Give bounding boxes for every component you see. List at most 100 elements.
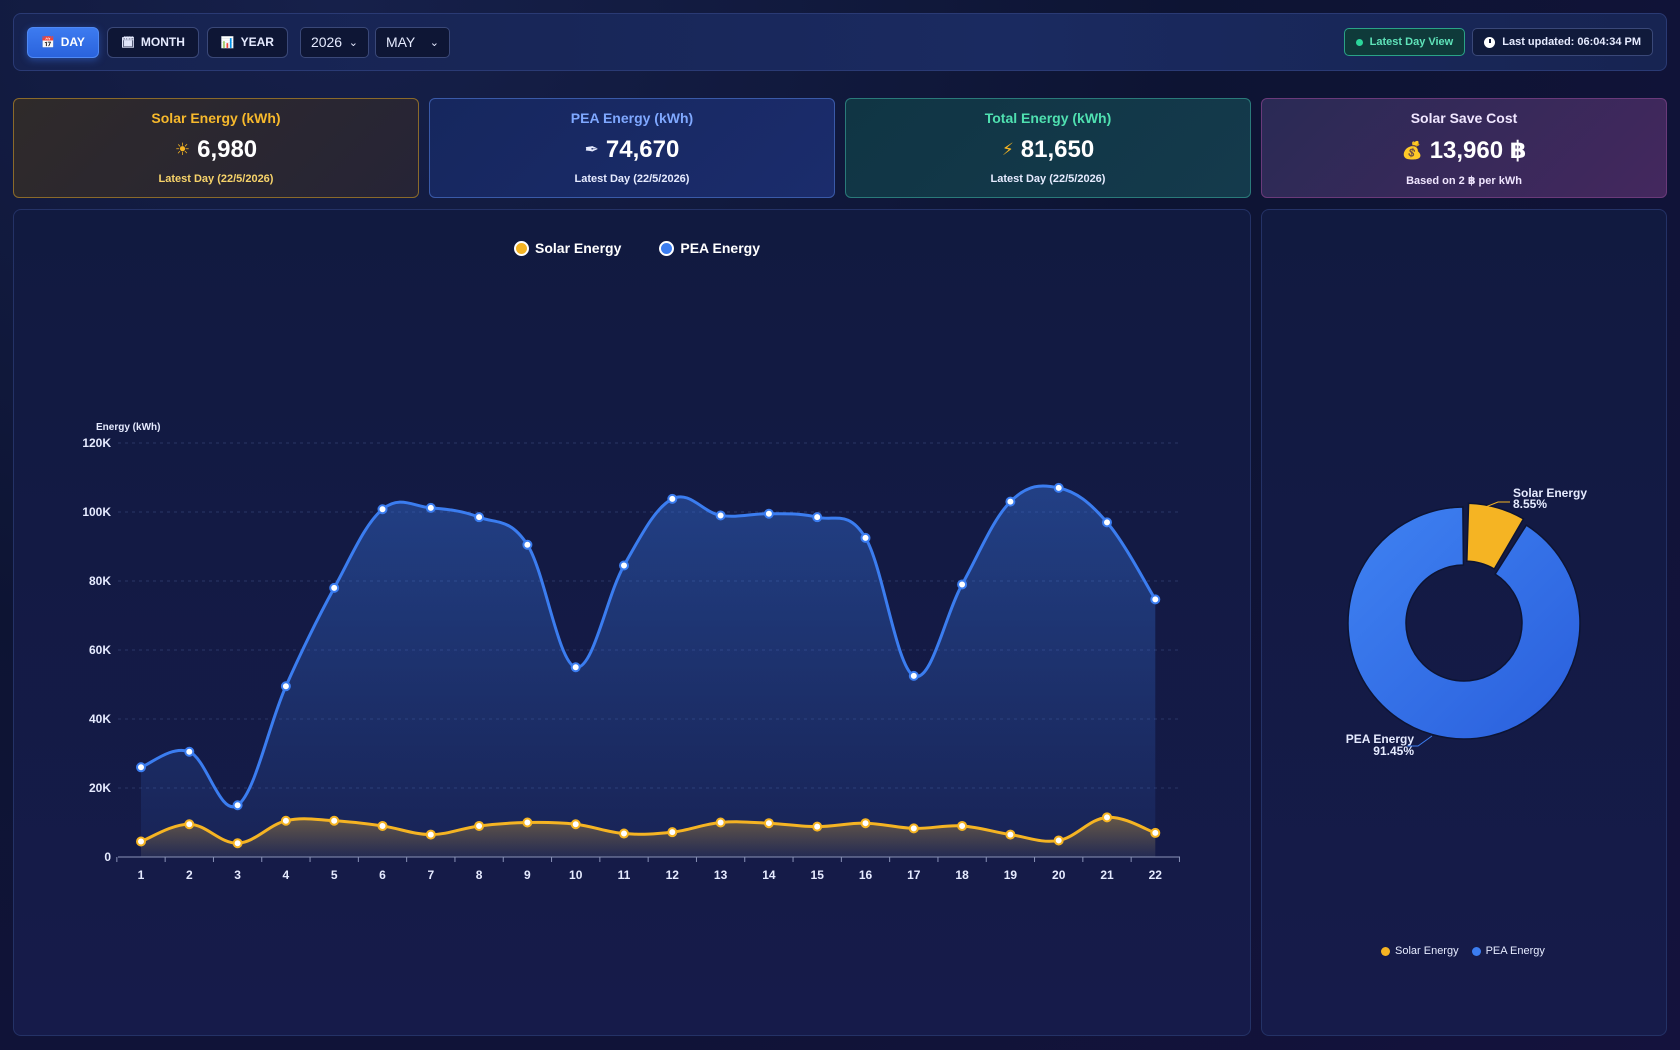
pea-point	[1102, 517, 1112, 528]
pea-line	[140, 484, 1157, 809]
month-button-label: MONTH	[140, 35, 185, 49]
solar-point	[425, 829, 436, 840]
chart-icon: 📊	[220, 36, 235, 49]
x-tick-label: 5	[331, 868, 338, 882]
card-title: Solar Energy (kWh)	[151, 110, 281, 126]
pea-point	[136, 762, 146, 773]
calendar-icon: 📅	[41, 36, 55, 49]
pea-point	[908, 670, 919, 681]
x-tick-label: 12	[666, 868, 680, 882]
chevron-down-icon: ⌄	[348, 36, 358, 49]
year-select-value: 2026	[310, 34, 343, 50]
card-value-text: 13,960 ฿	[1429, 137, 1527, 164]
donut-slice-pea	[1347, 506, 1581, 740]
pea-point	[715, 510, 726, 521]
pea-point	[860, 532, 871, 543]
solar-point	[1150, 827, 1161, 838]
y-axis-label: Energy (kWh)	[96, 422, 160, 433]
pea-point	[184, 746, 195, 757]
card-title: Solar Save Cost	[1410, 110, 1518, 126]
lightning-icon: ⚡	[1001, 140, 1014, 159]
plug-icon: ✒	[584, 140, 599, 159]
x-tick-label: 4	[283, 868, 290, 882]
x-tick-label: 18	[955, 868, 969, 882]
pea-point	[667, 493, 678, 504]
donut-label-solar-name: Solar Energy	[1513, 486, 1587, 500]
card-value-text: 74,670	[605, 136, 680, 163]
legend-item-pea[interactable]: PEA Energy	[659, 240, 760, 256]
pea-point	[377, 504, 388, 515]
legend-label: PEA Energy	[680, 240, 760, 256]
solar-point	[860, 818, 871, 829]
legend-label: Solar Energy	[1395, 945, 1459, 957]
donut-chart-legend: Solar Energy PEA Energy	[1381, 945, 1545, 957]
card-title: PEA Energy (kWh)	[570, 110, 694, 126]
solar-point	[763, 818, 774, 829]
x-tick-label: 16	[859, 868, 873, 882]
y-tick-label: 40K	[89, 712, 111, 726]
y-tick-label: 60K	[89, 643, 111, 657]
solar-point	[329, 815, 340, 826]
legend-label: Solar Energy	[535, 240, 622, 256]
legend-item-pea[interactable]: PEA Energy	[1471, 945, 1545, 957]
x-tick-label: 2	[186, 868, 193, 882]
solar-save-cost-card: Solar Save Cost 💰 13,960 ฿ Based on 2 ฿ …	[1261, 98, 1667, 198]
solar-area	[141, 817, 1156, 857]
legend-swatch	[1381, 946, 1390, 956]
money-bag-icon: 💰	[1401, 140, 1423, 160]
pea-point	[329, 582, 340, 593]
card-title: Total Energy (kWh)	[984, 110, 1112, 126]
x-tick-label: 21	[1100, 868, 1114, 882]
toolbar: 📅 DAY 🗓 MONTH 📊 YEAR 2026 ⌄ MAY ⌄ Latest…	[13, 13, 1667, 71]
card-subtitle: Based on 2 ฿ per kWh	[1406, 175, 1522, 187]
solar-point	[715, 817, 726, 828]
x-tick-label: 20	[1052, 868, 1066, 882]
pea-point	[1053, 482, 1064, 493]
x-tick-label: 19	[1004, 868, 1018, 882]
donut-label-pea-name: PEA Energy	[1346, 732, 1415, 746]
card-subtitle: Latest Day (22/5/2026)	[574, 173, 690, 185]
card-subtitle: Latest Day (22/5/2026)	[990, 173, 1106, 185]
month-button[interactable]: 🗓 MONTH	[106, 26, 199, 58]
pea-point	[812, 512, 823, 523]
pea-point	[474, 512, 485, 523]
donut-label-pea-value: 91.45%	[1373, 744, 1414, 758]
x-tick-label: 1	[138, 868, 145, 882]
donut-slice-solar	[1466, 502, 1525, 571]
x-tick-label: 22	[1149, 868, 1163, 882]
y-tick-label: 120K	[82, 436, 111, 450]
solar-point	[280, 815, 291, 826]
legend-item-solar[interactable]: Solar Energy	[514, 240, 621, 256]
x-tick-label: 13	[714, 868, 728, 882]
day-button[interactable]: 📅 DAY	[27, 26, 99, 58]
solar-energy-card: Solar Energy (kWh) ☀ 6,980 Latest Day (2…	[13, 98, 419, 198]
donut-leader-solar	[1477, 501, 1510, 511]
year-select[interactable]: 2026 ⌄	[299, 26, 369, 58]
solar-point	[136, 836, 146, 847]
card-value-text: 81,650	[1020, 136, 1095, 163]
pea-point	[1005, 496, 1016, 507]
legend-item-solar[interactable]: Solar Energy	[1381, 945, 1459, 957]
y-tick-label: 100K	[82, 505, 111, 519]
solar-point	[522, 817, 533, 828]
pea-point	[957, 579, 968, 590]
x-tick-label: 17	[907, 868, 921, 882]
year-button[interactable]: 📊 YEAR	[206, 26, 288, 58]
x-tick-label: 15	[811, 868, 825, 882]
line-chart-legend: Solar Energy PEA Energy	[514, 240, 760, 256]
solar-point	[667, 827, 678, 838]
card-value: ✒ 74,670	[430, 136, 834, 164]
card-subtitle: Latest Day (22/5/2026)	[158, 173, 274, 185]
total-energy-card: Total Energy (kWh) ⚡ 81,650 Latest Day (…	[845, 98, 1251, 198]
year-button-label: YEAR	[240, 35, 274, 49]
donut-label-solar-value: 8.55%	[1513, 497, 1547, 511]
solar-point	[474, 820, 485, 831]
pea-point	[232, 800, 243, 811]
calendar-icon: 🗓	[120, 36, 135, 49]
latest-day-view-badge[interactable]: Latest Day View	[1343, 28, 1466, 56]
clock-icon	[1484, 36, 1496, 48]
pea-point	[522, 539, 533, 550]
x-tick-label: 6	[379, 868, 386, 882]
month-select[interactable]: MAY ⌄	[374, 26, 450, 58]
